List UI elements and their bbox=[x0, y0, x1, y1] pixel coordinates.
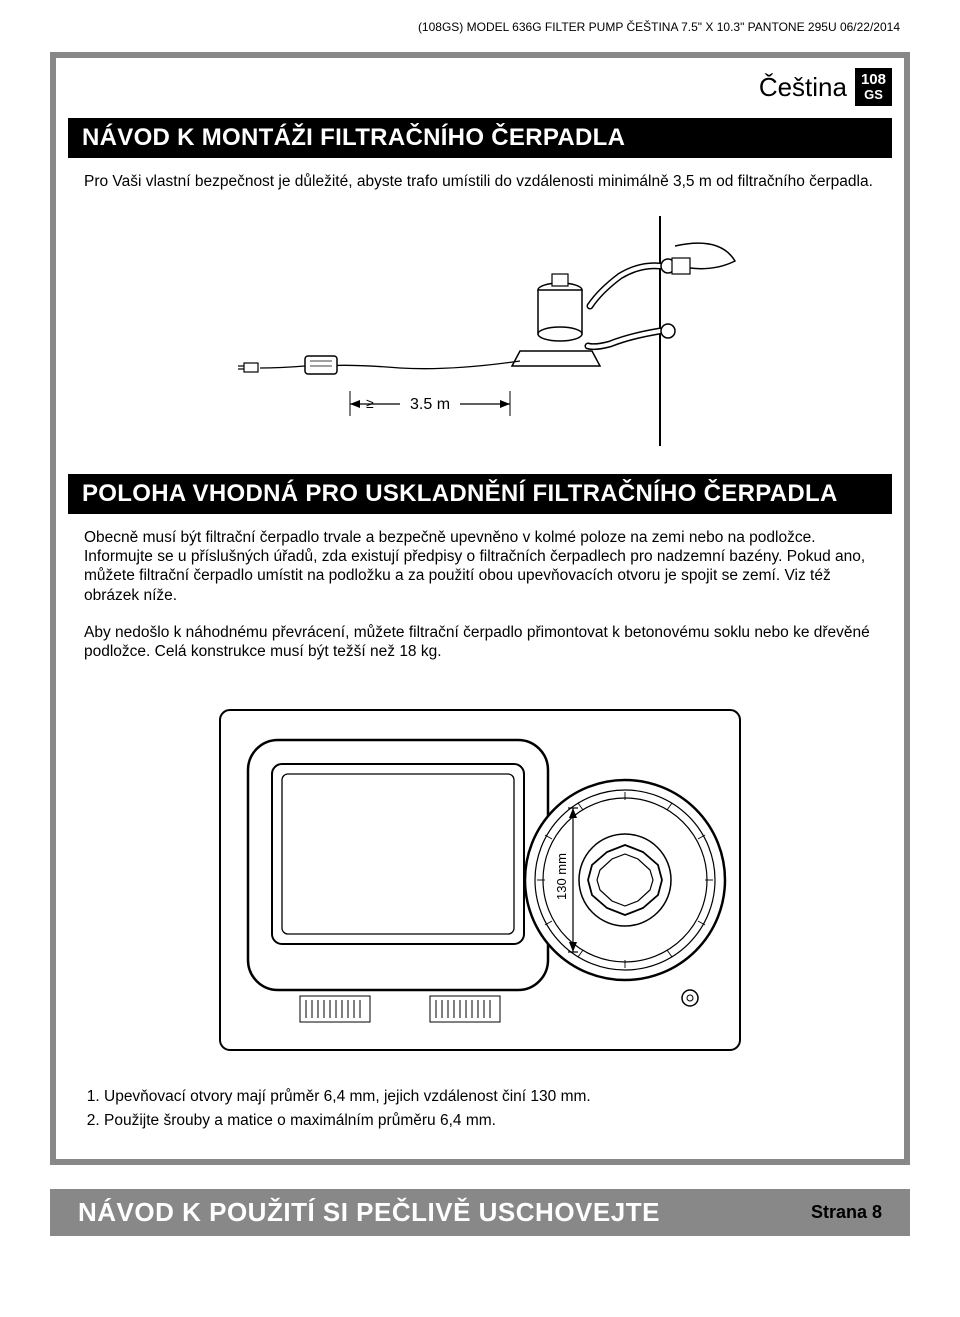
diagram-base: 130 mm bbox=[210, 700, 750, 1060]
notes-list: Upevňovací otvory mají průměr 6,4 mm, je… bbox=[56, 1072, 904, 1139]
diagram-distance-wrap: ≥ 3.5 m bbox=[56, 200, 904, 468]
page-number: Strana 8 bbox=[811, 1202, 882, 1223]
section-title-storage: POLOHA VHODNÁ PRO USKLADNĚNÍ FILTRAČNÍHO… bbox=[68, 474, 892, 514]
footer-instruction: NÁVOD K POUŽITÍ SI PEČLIVĚ USCHOVEJTE bbox=[78, 1197, 660, 1228]
dimension-label: 130 mm bbox=[554, 853, 569, 900]
distance-label: 3.5 m bbox=[410, 396, 450, 413]
diagram-distance: ≥ 3.5 m bbox=[120, 216, 840, 446]
svg-text:≥: ≥ bbox=[366, 395, 374, 411]
storage-paragraph-1: Obecně musí být filtrační čerpadlo trval… bbox=[56, 524, 904, 614]
content-frame: Čeština 108 GS NÁVOD K MONTÁŽI FILTRAČNÍ… bbox=[50, 52, 910, 1165]
section-title-assembly: NÁVOD K MONTÁŽI FILTRAČNÍHO ČERPADLA bbox=[68, 118, 892, 158]
badge-bottom: GS bbox=[861, 88, 886, 103]
print-spec-header: (108GS) MODEL 636G FILTER PUMP ČEŠTINA 7… bbox=[50, 20, 910, 34]
footer-bar: NÁVOD K POUŽITÍ SI PEČLIVĚ USCHOVEJTE St… bbox=[50, 1189, 910, 1236]
model-badge: 108 GS bbox=[855, 68, 892, 106]
list-item: Upevňovací otvory mají průměr 6,4 mm, je… bbox=[104, 1086, 876, 1108]
intro-paragraph: Pro Vaši vlastní bezpečnost je důležité,… bbox=[56, 168, 904, 199]
list-item: Použijte šrouby a matice o maximálním pr… bbox=[104, 1110, 876, 1132]
diagram-base-wrap: 130 mm bbox=[56, 670, 904, 1072]
storage-paragraph-2: Aby nedošlo k náhodnému převrácení, může… bbox=[56, 613, 904, 670]
language-label: Čeština bbox=[759, 72, 847, 103]
badge-top: 108 bbox=[861, 71, 886, 88]
language-row: Čeština 108 GS bbox=[56, 58, 904, 112]
